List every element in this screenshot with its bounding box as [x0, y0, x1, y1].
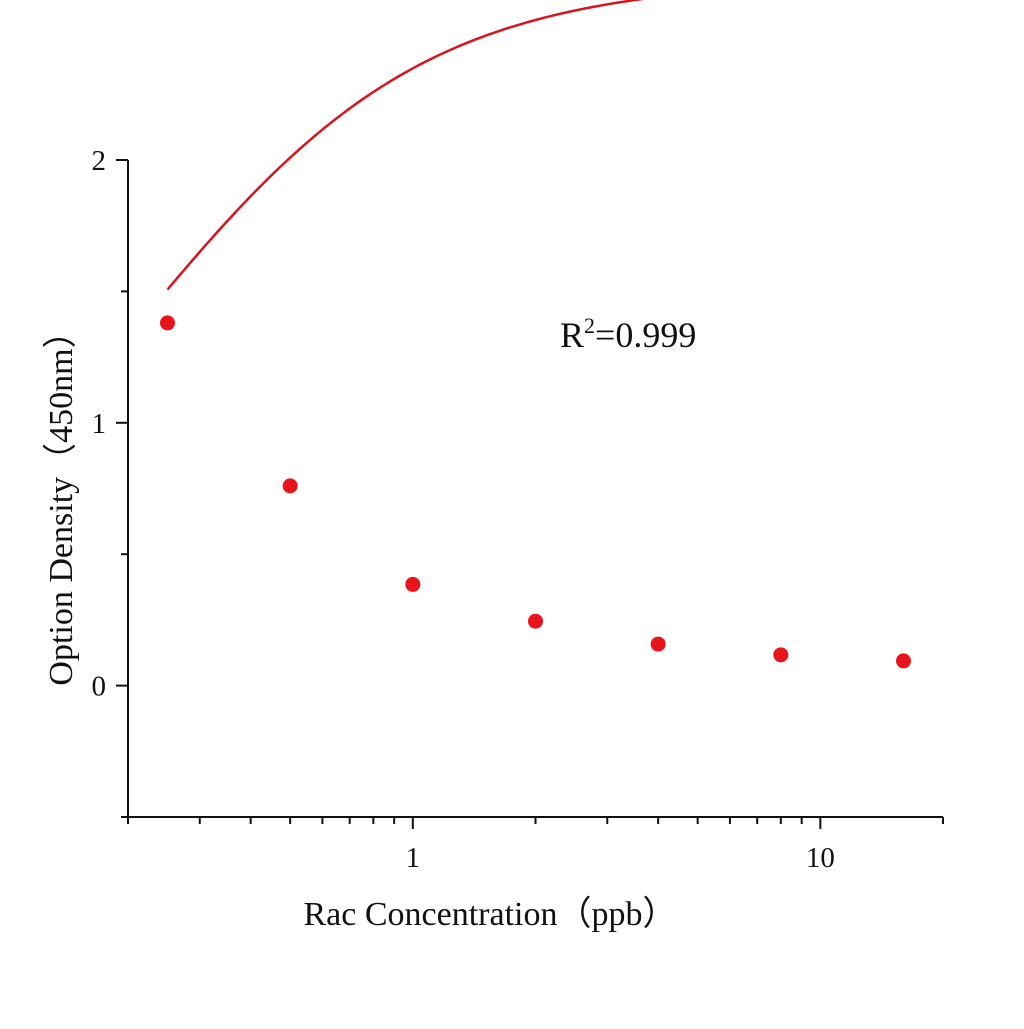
r-squared-annotation: R2=0.999 — [560, 313, 696, 355]
data-point — [282, 478, 298, 494]
y-tick-label: 0 — [92, 671, 107, 703]
r-squared-base: R — [560, 315, 584, 355]
data-point — [773, 647, 789, 663]
y-tick-label: 2 — [92, 145, 107, 177]
data-point — [159, 315, 175, 331]
y-axis-title: Option Density（450nm） — [42, 314, 80, 685]
data-points-layer — [159, 315, 912, 669]
x-tick-label: 1 — [406, 842, 421, 874]
fit-curve-line — [166, 0, 645, 291]
axes: 0 1 2 1 10 — [92, 145, 944, 874]
r-squared-superscript: 2 — [584, 313, 595, 338]
data-point — [650, 636, 666, 652]
labels-layer: Rac Concentration（ppb） Option Density（45… — [42, 313, 696, 933]
fit-curve-layer — [166, 0, 645, 291]
x-tick-label: 10 — [806, 842, 835, 874]
data-point — [896, 653, 912, 669]
r-squared-value: =0.999 — [595, 315, 696, 355]
data-point — [528, 613, 543, 629]
y-tick-label: 1 — [92, 408, 107, 440]
data-point — [405, 576, 421, 592]
x-axis-title: Rac Concentration（ppb） — [304, 895, 677, 933]
